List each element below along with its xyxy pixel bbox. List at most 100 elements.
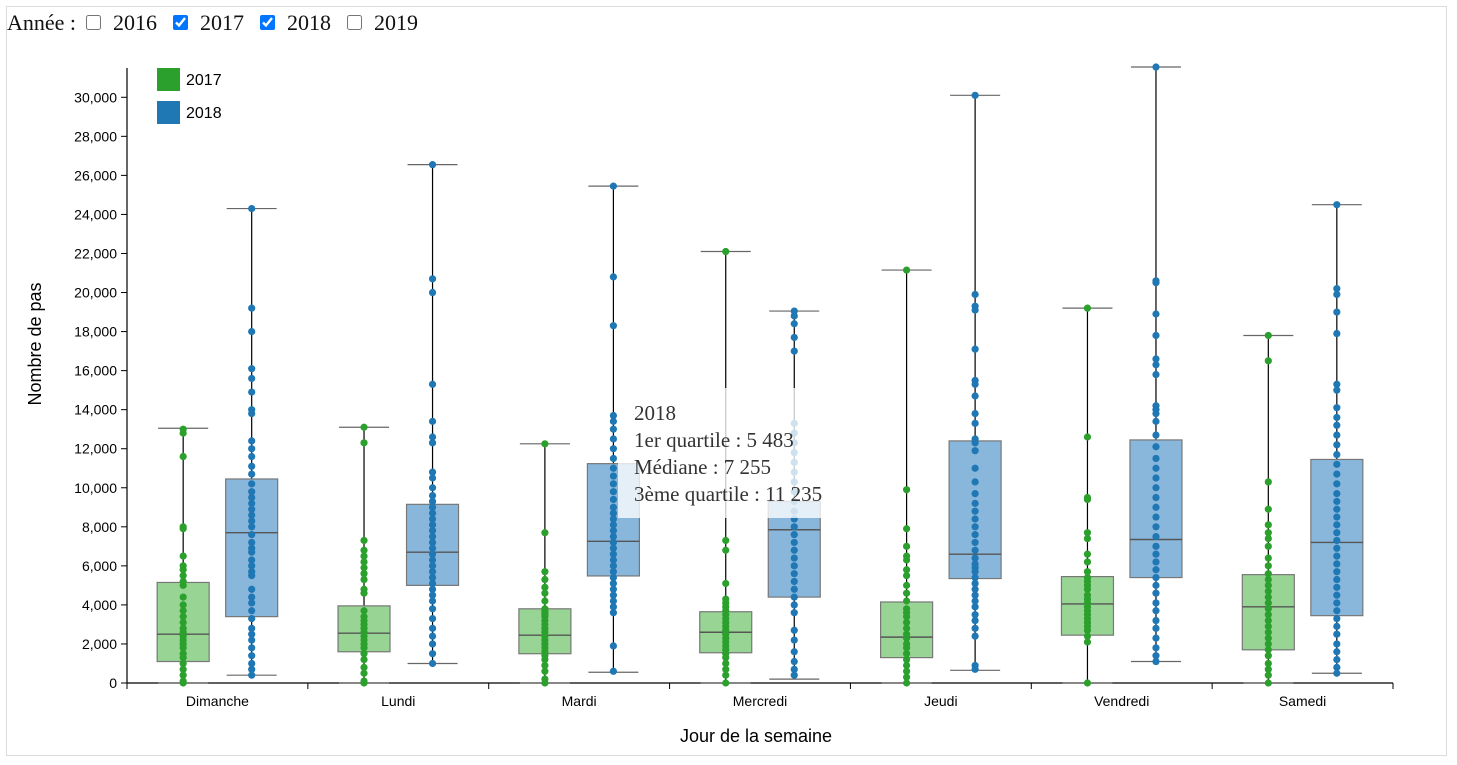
data-point-2018	[1152, 443, 1160, 451]
data-point-2018	[1152, 532, 1160, 541]
data-point-2017	[1264, 671, 1272, 679]
data-point-2018	[609, 527, 618, 535]
data-point-2018	[971, 597, 979, 605]
data-point-2018	[609, 472, 618, 480]
data-point-2018	[1333, 505, 1341, 513]
year-option-2018[interactable]: 2018	[258, 10, 331, 36]
data-point-2018	[248, 388, 256, 396]
data-point-2017	[1264, 659, 1272, 668]
data-point-2018	[428, 538, 437, 547]
data-point-2017	[902, 667, 911, 675]
chart-frame	[6, 6, 1447, 756]
data-point-2018	[248, 538, 256, 547]
data-point-2017	[179, 644, 187, 652]
data-point-2018	[248, 599, 256, 607]
data-point-2017	[179, 566, 187, 574]
data-point-2018	[790, 554, 798, 562]
data-point-2018	[971, 538, 979, 547]
data-point-2017	[902, 634, 911, 642]
data-point-2018	[1152, 417, 1160, 425]
data-point-2018	[428, 556, 437, 564]
x-tick-label: Mardi	[562, 693, 597, 709]
y-tick-label: 10,000	[74, 480, 117, 496]
data-point-2018	[428, 288, 437, 297]
data-point-2018	[1152, 503, 1160, 511]
data-point-2018	[248, 607, 256, 615]
data-point-2018	[790, 538, 798, 547]
year-checkbox-2019[interactable]	[347, 14, 363, 30]
data-point-2018	[609, 322, 618, 330]
data-point-2018	[248, 531, 256, 539]
year-checkbox-2017[interactable]	[173, 14, 189, 30]
data-point-2018	[248, 470, 256, 478]
data-point-2018	[971, 632, 979, 640]
data-point-2018	[428, 544, 437, 552]
data-point-2017	[360, 644, 368, 652]
data-point-2018	[248, 462, 256, 470]
data-point-2018	[609, 532, 618, 541]
data-point-2018	[609, 445, 618, 453]
data-point-2018	[1333, 544, 1341, 552]
data-point-2017	[541, 529, 549, 537]
data-point-2017	[1264, 646, 1272, 654]
data-point-2018	[1333, 599, 1341, 607]
data-point-2018	[428, 659, 437, 668]
data-point-2017	[179, 618, 187, 627]
data-point-2017	[360, 589, 368, 597]
data-point-2018	[1152, 63, 1160, 71]
data-point-2018	[790, 657, 798, 666]
data-point-2018	[1333, 663, 1341, 671]
x-axis-title: Jour de la semaine	[680, 726, 832, 746]
data-point-2018	[609, 609, 618, 617]
data-point-2018	[428, 484, 437, 492]
data-point-2018	[428, 605, 437, 613]
data-point-2017	[541, 661, 549, 670]
y-tick-label: 4,000	[82, 597, 117, 613]
data-point-2017	[902, 266, 911, 274]
data-point-2018	[609, 480, 618, 488]
data-point-2018	[1152, 493, 1160, 502]
data-point-2017	[722, 671, 730, 679]
data-point-2017	[1264, 562, 1272, 570]
data-point-2018	[1152, 474, 1160, 482]
year-checkbox-2018[interactable]	[260, 14, 276, 30]
data-point-2017	[1264, 570, 1272, 578]
data-point-2018	[609, 411, 618, 420]
year-option-2017[interactable]: 2017	[171, 10, 244, 36]
year-checkbox-2016[interactable]	[86, 14, 102, 30]
data-point-2018	[1333, 521, 1341, 529]
data-point-2018	[1333, 552, 1341, 560]
data-point-2017	[179, 429, 187, 437]
data-point-2018	[1152, 331, 1160, 340]
data-point-2018	[609, 562, 618, 570]
data-point-2017	[1264, 478, 1272, 486]
year-option-2019[interactable]: 2019	[345, 10, 418, 36]
data-point-2018	[1333, 669, 1341, 677]
data-point-2017	[1264, 593, 1272, 601]
data-point-2018	[1333, 404, 1341, 412]
data-point-2017	[902, 581, 911, 589]
data-point-2018	[248, 499, 256, 507]
data-point-2018	[971, 546, 979, 554]
data-point-2018	[428, 527, 437, 535]
data-point-2018	[1152, 624, 1160, 632]
data-point-2018	[609, 585, 618, 593]
data-point-2017	[360, 552, 368, 560]
y-tick-label: 22,000	[74, 245, 117, 261]
data-point-2017	[1264, 634, 1272, 642]
data-point-2017	[179, 671, 187, 679]
legend: 2017 2018	[157, 68, 222, 124]
data-point-2018	[248, 327, 256, 336]
data-point-2018	[609, 579, 618, 588]
data-point-2018	[790, 648, 798, 656]
data-point-2018	[971, 380, 979, 388]
data-point-2017	[1264, 640, 1272, 648]
year-option-2016[interactable]: 2016	[84, 10, 157, 36]
data-point-2018	[428, 515, 437, 523]
data-point-2017	[1083, 558, 1092, 566]
data-point-2017	[179, 572, 187, 580]
data-point-2018	[609, 464, 618, 472]
data-point-2018	[428, 568, 437, 576]
data-point-2018	[609, 488, 618, 496]
data-point-2018	[1333, 285, 1341, 293]
